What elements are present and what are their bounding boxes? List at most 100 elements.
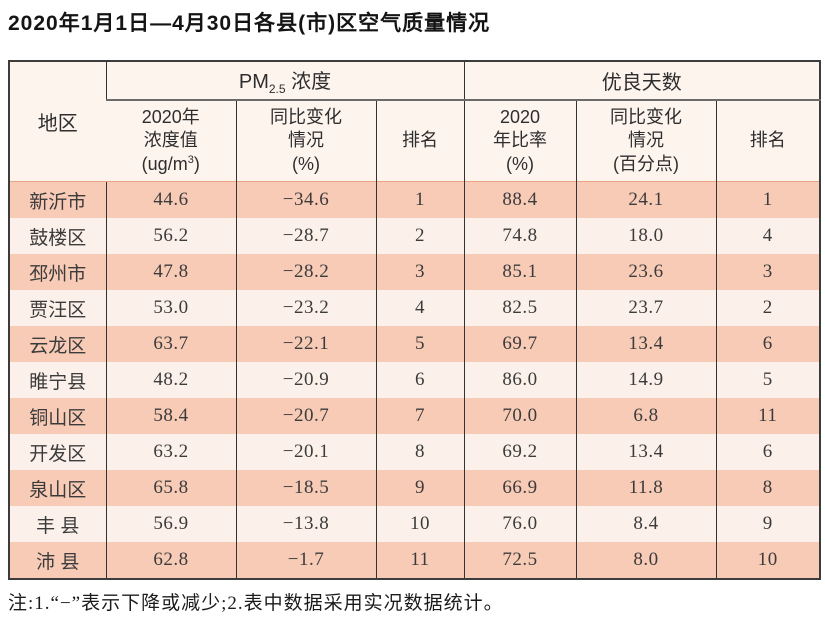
cell-good_rank: 6 xyxy=(715,326,821,362)
cell-pm25_change: −20.9 xyxy=(235,362,376,398)
cell-good_ratio: 82.5 xyxy=(463,290,577,326)
cell-pm25_rank: 2 xyxy=(375,218,465,254)
cell-good_change: 23.6 xyxy=(575,254,717,290)
cell-good_ratio: 69.7 xyxy=(463,326,577,362)
table-row: 新沂市 44.6 −34.6 1 88.4 24.1 1 xyxy=(9,181,821,218)
cell-region: 新沂市 xyxy=(9,181,106,218)
cell-good_rank: 2 xyxy=(715,290,821,326)
table-row: 丰 县 56.9 −13.8 10 76.0 8.4 9 xyxy=(9,506,821,542)
footnote: 注:1.“−”表示下降或减少;2.表中数据采用实况数据统计。 xyxy=(8,593,504,614)
header-pm-value: 2020年 浓度值 (ug/m3) xyxy=(106,100,236,182)
table-header: 地区 PM2.5 浓度 优良天数 2020年 浓度值 (ug/m3) 同比变化 … xyxy=(9,61,821,182)
pm25-label: PM xyxy=(238,71,269,93)
cell-region: 开发区 xyxy=(29,443,87,465)
cell-good_change: 14.9 xyxy=(575,362,717,398)
unit-prefix: (ug/m xyxy=(141,153,188,174)
cell-pm25_rank: 11 xyxy=(375,542,465,579)
table-body: 新沂市 44.6 −34.6 1 88.4 24.1 1 鼓楼区 56.2 −28.7 2 74.8 1… xyxy=(9,181,821,579)
cell-region: 丰 县 xyxy=(36,515,80,537)
cell-pm25_change: −34.6 xyxy=(235,181,376,218)
cell-pm25: 53.0 xyxy=(105,290,236,326)
cell-good_ratio: 85.1 xyxy=(463,254,577,290)
air-quality-table: 地区 PM2.5 浓度 优良天数 2020年 浓度值 (ug/m3) 同比变化 … xyxy=(8,60,822,580)
cell-pm25_change: −28.7 xyxy=(235,218,376,254)
header-good-ratio: 2020 年比率 (%) xyxy=(463,100,577,182)
cell-pm25_rank: 3 xyxy=(375,254,465,290)
header-good-change: 同比变化 情况 (百分点) xyxy=(575,100,717,182)
page-title: 2020年1月1日—4月30日各县(市)区空气质量情况 xyxy=(8,12,491,35)
cell-pm25_change: −22.1 xyxy=(235,326,376,362)
cell-pm25_change: −20.7 xyxy=(235,398,376,434)
table-row: 云龙区 63.7 −22.1 5 69.7 13.4 6 xyxy=(9,326,821,362)
sub-header-row: 2020年 浓度值 (ug/m3) 同比变化 情况 (%) 排名 2020 年比… xyxy=(9,100,821,182)
cell-pm25_rank: 8 xyxy=(375,434,465,470)
cell-good_change: 18.0 xyxy=(575,218,717,254)
header-pm25-group: PM2.5 浓度 xyxy=(105,61,465,101)
header-line: 同比变化 xyxy=(610,107,683,128)
cell-good_ratio: 70.0 xyxy=(463,398,577,434)
cell-pm25_change: −20.1 xyxy=(235,434,376,470)
cell-pm25: 47.8 xyxy=(105,254,236,290)
cell-pm25_rank: 5 xyxy=(375,326,465,362)
header-line: (%) xyxy=(292,153,320,174)
cell-pm25_change: −13.8 xyxy=(235,506,376,542)
header-pm-change: 同比变化 情况 (%) xyxy=(235,100,376,182)
cell-good_change: 13.4 xyxy=(575,326,717,362)
cell-good_change: 11.8 xyxy=(575,470,717,506)
cell-good_ratio: 86.0 xyxy=(463,362,577,398)
pm25-suffix: 浓度 xyxy=(285,71,332,93)
cell-region: 睢宁县 xyxy=(29,371,87,393)
cell-region: 泉山区 xyxy=(29,479,87,501)
cell-pm25_rank: 1 xyxy=(375,181,465,218)
cell-pm25: 63.7 xyxy=(105,326,236,362)
table-row: 沛 县 62.8 −1.7 11 72.5 8.0 10 xyxy=(9,542,821,579)
cell-good_rank: 11 xyxy=(715,398,821,434)
header-line: 年比率 xyxy=(493,130,548,151)
cell-pm25: 44.6 xyxy=(105,181,236,218)
cell-region: 鼓楼区 xyxy=(29,227,87,249)
table-row: 邳州市 47.8 −28.2 3 85.1 23.6 3 xyxy=(9,254,821,290)
cell-pm25_change: −1.7 xyxy=(235,542,376,579)
cell-good_ratio: 88.4 xyxy=(463,181,577,218)
header-line: 情况 xyxy=(288,130,324,151)
cell-good_change: 24.1 xyxy=(575,181,717,218)
header-pm-rank: 排名 xyxy=(375,100,465,182)
header-line: 情况 xyxy=(628,130,665,151)
cell-good_ratio: 76.0 xyxy=(463,506,577,542)
cell-good_rank: 8 xyxy=(715,470,821,506)
table-row: 睢宁县 48.2 −20.9 6 86.0 14.9 5 xyxy=(9,362,821,398)
cell-good_change: 8.0 xyxy=(575,542,717,579)
table-row: 鼓楼区 56.2 −28.7 2 74.8 18.0 4 xyxy=(9,218,821,254)
cell-pm25: 56.2 xyxy=(105,218,236,254)
unit-superscript: 3 xyxy=(187,153,194,166)
cell-good_rank: 3 xyxy=(715,254,821,290)
cell-region: 铜山区 xyxy=(29,407,87,429)
cell-good_rank: 9 xyxy=(715,506,821,542)
table-row: 铜山区 58.4 −20.7 7 70.0 6.8 11 xyxy=(9,398,821,434)
cell-pm25_rank: 4 xyxy=(375,290,465,326)
cell-good_rank: 5 xyxy=(715,362,821,398)
cell-pm25_rank: 6 xyxy=(375,362,465,398)
cell-good_rank: 6 xyxy=(715,434,821,470)
table-row: 开发区 63.2 −20.1 8 69.2 13.4 6 xyxy=(9,434,821,470)
cell-pm25_rank: 9 xyxy=(375,470,465,506)
pm25-subscript: 2.5 xyxy=(268,82,286,96)
header-region: 地区 xyxy=(37,113,78,135)
cell-good_rank: 1 xyxy=(715,181,821,218)
cell-good_change: 13.4 xyxy=(575,434,717,470)
cell-pm25: 63.2 xyxy=(105,434,236,470)
table-row: 贾汪区 53.0 −23.2 4 82.5 23.7 2 xyxy=(9,290,821,326)
header-line: 同比变化 xyxy=(270,107,342,128)
header-good-days-group: 优良天数 xyxy=(463,61,821,101)
cell-good_ratio: 69.2 xyxy=(463,434,577,470)
cell-good_change: 23.7 xyxy=(575,290,717,326)
cell-pm25: 48.2 xyxy=(105,362,236,398)
cell-good_change: 8.4 xyxy=(575,506,717,542)
cell-pm25_change: −28.2 xyxy=(235,254,376,290)
cell-region: 云龙区 xyxy=(29,335,87,357)
cell-pm25_change: −18.5 xyxy=(235,470,376,506)
cell-region: 贾汪区 xyxy=(29,299,87,321)
unit-suffix: ) xyxy=(193,153,200,174)
cell-pm25: 62.8 xyxy=(105,542,236,579)
